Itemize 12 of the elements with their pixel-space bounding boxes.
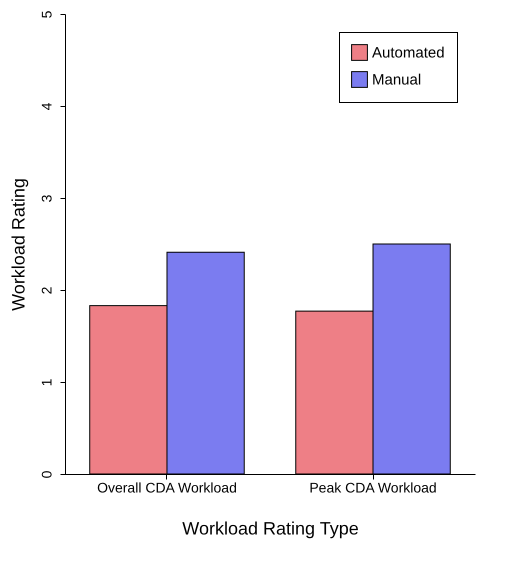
y-tick-label: 3 [38,194,54,202]
y-tick-label: 2 [38,286,54,294]
y-tick-label: 0 [38,470,54,478]
y-tick-label: 5 [38,10,54,18]
x-tick-label: Peak CDA Workload [309,480,437,496]
x-axis-title: Workload Rating Type [182,518,359,538]
y-tick-label: 4 [38,102,54,110]
y-tick-label: 1 [38,378,54,386]
x-tick-label: Overall CDA Workload [97,480,237,496]
legend-label: Automated [372,44,445,62]
y-axis-title: Workload Rating [8,178,28,311]
legend-label: Manual [372,72,422,88]
